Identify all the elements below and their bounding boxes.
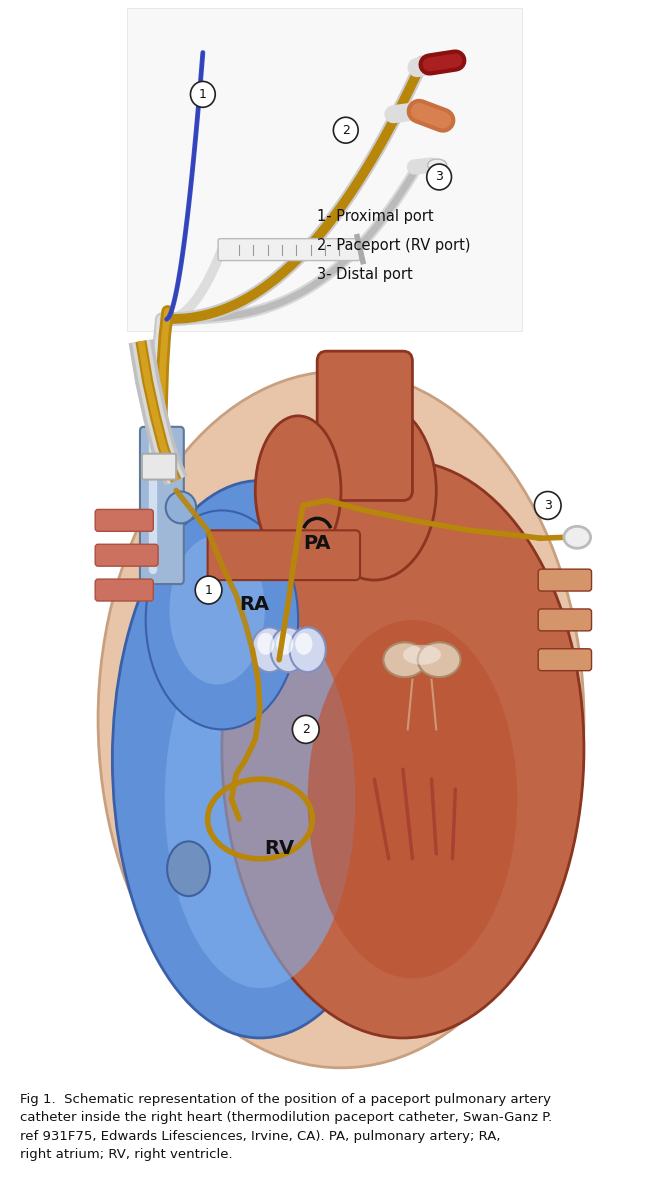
Ellipse shape [165,610,355,988]
Ellipse shape [564,527,590,548]
Ellipse shape [270,628,307,672]
Circle shape [427,164,452,190]
Text: 2: 2 [342,124,350,137]
FancyBboxPatch shape [142,454,176,480]
Ellipse shape [313,401,436,580]
Ellipse shape [98,371,584,1068]
Circle shape [195,576,222,604]
Text: RA: RA [239,595,269,614]
Ellipse shape [403,644,441,665]
Ellipse shape [383,642,426,677]
Ellipse shape [257,632,274,655]
Ellipse shape [295,632,313,655]
FancyBboxPatch shape [317,352,413,500]
Ellipse shape [252,628,288,672]
Ellipse shape [255,416,341,565]
FancyBboxPatch shape [538,569,592,592]
FancyBboxPatch shape [207,530,360,580]
FancyBboxPatch shape [538,608,592,631]
FancyBboxPatch shape [95,510,153,532]
FancyBboxPatch shape [95,545,158,566]
Ellipse shape [167,841,210,896]
Ellipse shape [290,628,325,672]
FancyBboxPatch shape [127,7,522,331]
Ellipse shape [417,642,460,677]
Text: 3: 3 [544,499,552,512]
Text: RV: RV [264,839,294,858]
Ellipse shape [427,160,447,170]
Ellipse shape [170,535,265,685]
FancyBboxPatch shape [538,649,592,671]
Circle shape [534,492,561,520]
Ellipse shape [307,620,517,978]
FancyBboxPatch shape [218,239,360,260]
FancyBboxPatch shape [95,580,153,601]
Ellipse shape [276,632,293,655]
FancyBboxPatch shape [140,427,184,584]
Circle shape [191,82,215,107]
Text: 3: 3 [435,170,443,184]
Text: 3- Distal port: 3- Distal port [317,268,413,282]
Circle shape [293,715,319,743]
Text: 1: 1 [205,583,213,596]
Text: PA: PA [303,534,330,553]
Text: 2: 2 [302,722,310,736]
Circle shape [333,118,358,143]
Text: 1- Proximal port: 1- Proximal port [317,209,433,224]
Ellipse shape [146,510,298,730]
Text: 2- Paceport (RV port): 2- Paceport (RV port) [317,238,470,253]
Ellipse shape [112,480,408,1038]
Circle shape [166,492,196,523]
Text: Fig 1.  Schematic representation of the position of a paceport pulmonary artery
: Fig 1. Schematic representation of the p… [20,1093,552,1162]
Ellipse shape [222,461,584,1038]
Text: 1: 1 [199,88,207,101]
